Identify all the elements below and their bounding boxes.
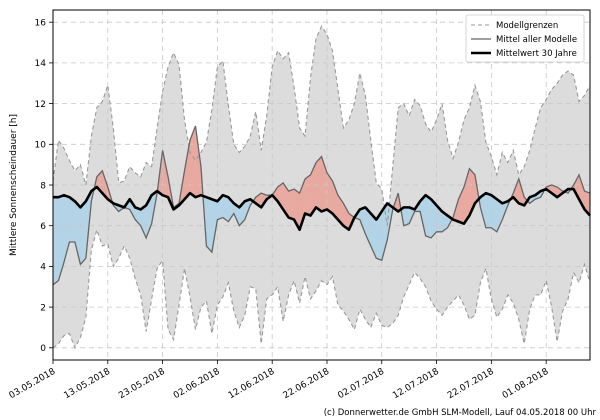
y-tick-label: 14 [35,59,47,69]
x-tick-label: 22.06.2018 [282,367,332,402]
model-mean-line [52,125,591,286]
above-mean-fill [304,174,311,216]
above-mean-fill [288,188,295,220]
y-tick-label: 0 [40,344,46,354]
legend-label: Mittelwert 30 Jahre [496,49,577,59]
below-mean-fill [485,192,492,228]
y-axis-label: Mittlere Sonnenscheindauer [h] [9,114,19,256]
legend-label: Mittel aller Modelle [496,35,577,45]
x-tick-label: 02.06.2018 [172,367,222,402]
y-tick-label: 6 [40,222,46,232]
fill-layer [52,26,591,348]
legend: Modellgrenzen Mittel aller Modelle Mittelw… [465,14,585,63]
y-tick-label: 2 [40,303,46,313]
x-tick-label: 13.05.2018 [62,367,112,402]
y-tick-label: 10 [35,141,47,151]
copyright-notice: (c) Donnerwetter.de GmbH SLM-Modell, Lau… [324,408,597,418]
legend-box [465,14,585,63]
below-mean-fill [52,197,59,286]
below-mean-fill [69,196,76,243]
x-tick-label: 01.08.2018 [501,367,551,402]
y-tick-label: 8 [40,181,46,191]
y-tick-label: 16 [35,19,47,29]
above-mean-fill [315,156,322,212]
below-mean-fill [80,200,87,265]
climate-mean-line [53,185,591,232]
x-tick-label: 12.06.2018 [227,367,277,402]
below-mean-fill [403,207,410,226]
x-tick-label: 23.05.2018 [117,367,167,402]
x-tick-label: 03.05.2018 [8,367,58,402]
below-mean-fill [491,194,497,233]
below-mean-fill [425,194,432,239]
model-lower-bound-line [52,227,591,350]
model-upper-bound-line [52,25,591,226]
y-tick-label: 4 [40,263,46,273]
x-tick-label: 02.07.2018 [336,367,386,402]
x-tick-label: 22.07.2018 [446,367,496,402]
x-tick-label: 12.07.2018 [391,367,441,402]
below-mean-fill [206,196,213,253]
y-tick-label: 12 [35,100,46,110]
lines-layer [52,25,591,350]
legend-label: Modellgrenzen [496,21,558,31]
